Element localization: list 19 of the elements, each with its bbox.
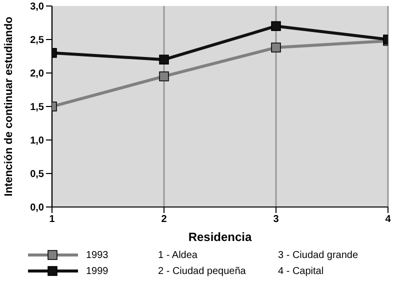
text: 3 - Ciudad grande <box>278 250 360 260</box>
y-tick-label: 0,5 <box>30 169 44 180</box>
y-tick-label: 0,0 <box>30 202 44 214</box>
y-tick-label: 1,0 <box>30 136 44 147</box>
y-tick-label: 2,0 <box>30 68 44 80</box>
x-axis-title: Residencia <box>188 230 252 244</box>
y-tick-label: 2,5 <box>30 35 44 46</box>
y-tick-label: 3,0 <box>30 2 44 13</box>
x-tick-label: 3 <box>273 214 280 226</box>
text: 2 - Ciudad pequeña <box>158 266 247 276</box>
text: 1 - Aldea <box>158 250 198 260</box>
x-tick-label: 4 <box>385 214 392 226</box>
x-tick-label: 1 <box>49 214 56 226</box>
legend-label: 1993 <box>86 250 108 260</box>
legend-label: 1999 <box>86 266 108 276</box>
text: 4 - Capital <box>278 266 325 276</box>
y-axis-title: Intención de continuar estudiando <box>2 16 15 196</box>
y-tick-label: 1,5 <box>30 102 44 114</box>
x-tick-label: 2 <box>161 214 168 226</box>
